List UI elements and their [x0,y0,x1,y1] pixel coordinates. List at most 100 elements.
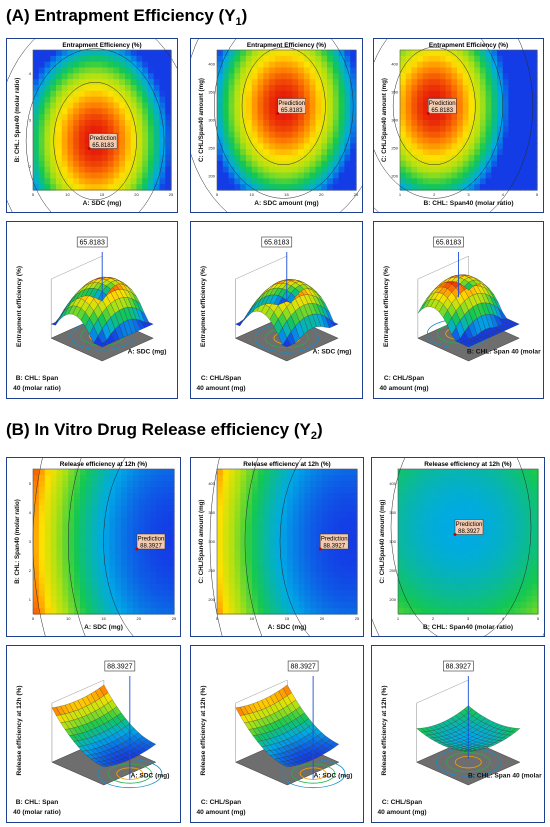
heatmap-cell [411,79,418,86]
y-tick-label: 200 [208,597,215,602]
heatmap-cell [38,577,46,585]
heatmap-cell [38,493,46,500]
heatmap-cell [68,511,75,518]
heatmap-cell [473,505,481,512]
heatmap-cell [165,166,172,174]
heatmap-cell [136,172,143,179]
heatmap-cell [217,120,224,127]
heatmap-cell [33,178,40,185]
heatmap-cell [411,50,418,57]
heatmap-cell [462,90,470,98]
heatmap-cell [56,601,63,609]
heatmap-cell [287,487,294,494]
heatmap-cell [439,55,447,63]
heatmap-cell [468,131,475,139]
heatmap-cell [162,517,169,524]
heatmap-cell [422,90,430,98]
heatmap-cell [68,577,75,585]
heatmap-cell [322,577,329,585]
heatmap-cell [309,90,317,98]
heatmap-cell [50,547,58,555]
heatmap-cell [61,102,69,109]
heatmap-cell [80,493,87,500]
heatmap-cell [479,166,487,174]
heatmap-cell [479,96,487,104]
heatmap-cell [127,511,134,518]
heatmap-cell [222,61,230,69]
heatmap-cell [257,469,265,476]
heatmap-cell [531,137,538,144]
heatmap-cell [514,541,522,549]
heatmap-cell [109,517,116,524]
heatmap-cell [444,577,452,585]
heatmap-cell [304,607,311,615]
heatmap-cell [531,79,538,86]
heatmap-cell [240,559,247,567]
heatmap-cell [415,571,422,579]
heatmap-cell [246,517,253,524]
heatmap-cell [497,481,504,488]
heatmap-cell [269,493,276,500]
heatmap-cell [485,547,492,555]
heatmap-cell [80,469,87,476]
heatmap-cell [80,559,87,567]
heatmap-cell [411,102,418,109]
heatmap-cell [97,535,105,543]
heatmap-cell [44,511,52,518]
heatmap-cell [228,607,236,615]
heatmap-cell [130,102,138,109]
heatmap-cell [444,493,452,500]
heatmap-cell [115,535,122,543]
heatmap-cell [287,505,294,512]
chart-title: Entrapment Efficiency (%) [247,42,326,49]
heatmap-cell [422,85,430,92]
heatmap-cell [222,114,230,121]
heatmap-cell [257,160,264,168]
heatmap-cell [240,607,247,615]
heatmap-cell [269,607,276,615]
heatmap-cell [468,149,475,156]
heatmap-cell [422,96,430,104]
heatmap-cell [168,541,175,549]
heatmap-cell [127,571,134,579]
heatmap-cell [103,529,110,537]
heatmap-cell [444,607,452,615]
heatmap-cell [84,166,92,174]
heatmap-cell [119,96,126,104]
heatmap-cell [303,55,311,63]
y-tick-label: 5 [29,481,32,486]
heatmap-cell [508,108,515,115]
heatmap-cell [73,50,80,57]
heatmap-cell [332,50,340,57]
heatmap-cell [275,535,282,543]
heatmap-cell [339,565,346,573]
heatmap-cell [148,102,155,109]
value-box [287,660,319,672]
heatmap-cell [332,160,340,168]
heatmap-cell [50,90,57,98]
heatmap-cell [400,178,407,185]
heatmap-cell [234,149,241,156]
heatmap-cell [474,67,481,74]
heatmap-cell [403,547,411,555]
heatmap-cell [333,601,341,609]
heatmap-cell [403,535,411,543]
heatmap-cell [269,487,276,494]
heatmap-cell [303,160,311,168]
heatmap-cell [33,120,40,127]
heatmap-cell [127,475,134,482]
heatmap-cell [292,178,299,185]
heatmap-cell [125,79,132,86]
heatmap-cell [298,541,306,549]
heatmap-cell [150,595,157,603]
heatmap-cell [252,535,259,543]
heatmap-cell [84,55,92,63]
heatmap-cell [130,155,138,162]
heatmap-cell [74,469,81,476]
heatmap-cell [90,96,97,104]
heatmap-cell [427,535,434,543]
heatmap-cell [520,511,527,518]
heatmap-cell [485,79,492,86]
heatmap-cell [479,541,487,549]
